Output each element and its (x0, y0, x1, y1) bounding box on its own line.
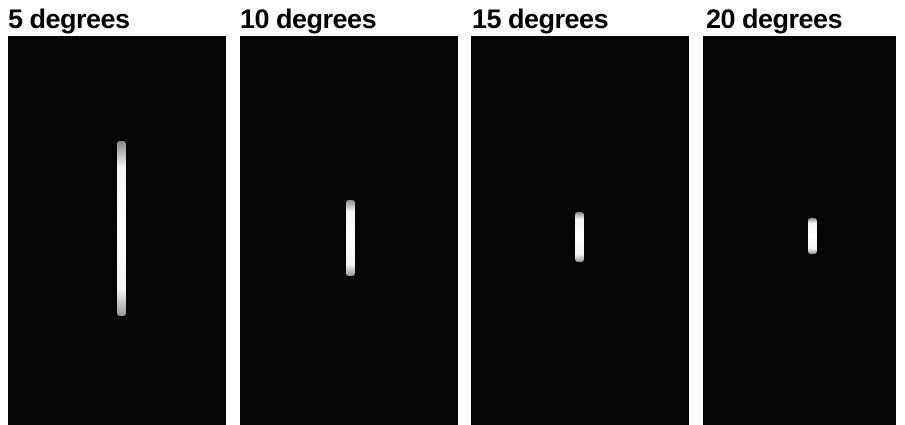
light-streak (808, 218, 817, 254)
light-streak (117, 141, 126, 316)
panel-label: 10 degrees (240, 4, 376, 35)
panel-label: 15 degrees (472, 4, 608, 35)
panel-label: 5 degrees (8, 4, 130, 35)
panel-label: 20 degrees (706, 4, 842, 35)
image-panel (240, 36, 458, 425)
image-panel (703, 36, 896, 425)
image-panel (471, 36, 689, 425)
light-streak (346, 200, 355, 276)
figure: {"panels": [{"label": "5 degrees"}, {"la… (0, 0, 905, 425)
light-streak (575, 212, 584, 262)
image-panel (8, 36, 226, 425)
